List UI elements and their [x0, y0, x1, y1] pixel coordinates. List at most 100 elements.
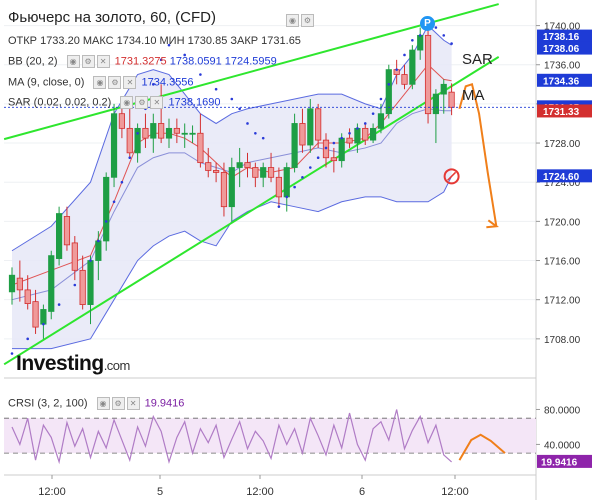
candle-body [330, 157, 337, 162]
close-icon[interactable]: ✕ [96, 55, 110, 68]
sar-dot [301, 176, 304, 179]
candle [315, 103, 322, 148]
candle-body [118, 113, 125, 129]
candle [71, 236, 78, 281]
close-icon[interactable]: ✕ [123, 76, 137, 89]
settings-icon[interactable]: ⚙ [81, 55, 95, 68]
x-tick-label: 12:00 [38, 486, 66, 498]
crsi-panel: 80.0000 40.0000 19.9416 [4, 405, 592, 468]
sar-dot [89, 259, 92, 262]
candle [260, 162, 267, 188]
title-icons[interactable]: ◉ ⚙ [286, 12, 316, 30]
visibility-icon[interactable]: ◉ [66, 55, 80, 68]
settings-icon[interactable]: ⚙ [111, 397, 125, 410]
candle-body [424, 34, 432, 115]
price-label-text: 1738.16 [543, 32, 580, 43]
candle-body [173, 127, 180, 134]
settings-icon[interactable]: ⚙ [135, 96, 149, 109]
candle-body [315, 108, 322, 141]
sar-legend: SAR (0.02, 0.02, 0.2) ◉ ⚙ ✕ 1738.1690 [8, 96, 220, 109]
y-axis: 1740.001736.001732.001728.001724.001720.… [536, 22, 592, 346]
bb-legend: BB (20, 2) ◉ ⚙ ✕ 1731.3275 1738.0591 1724.… [8, 55, 277, 68]
crsi-forecast-arrow [458, 433, 506, 461]
crsi-value: 19.9416 [144, 397, 185, 410]
candle-body [16, 277, 23, 291]
sar-dot [159, 58, 163, 62]
candle [158, 84, 165, 144]
candle [220, 162, 228, 217]
price-label: 1731.33 [537, 104, 592, 118]
bb-value-lower: 1724.5959 [224, 55, 277, 68]
sar-dot [332, 141, 336, 145]
ma-icons[interactable]: ◉ ⚙ ✕ [93, 76, 138, 89]
ohlc-readout: ОТКР 1733.20 МАКС 1734.10 МИН 1730.85 ЗА… [8, 35, 301, 47]
crsi-last-label-bg [537, 454, 592, 468]
y-tick-label: 1736.00 [544, 61, 581, 72]
candle-body [228, 167, 235, 208]
visibility-icon[interactable]: ◉ [93, 76, 107, 89]
price-label-bg [537, 73, 592, 87]
ma-label: MA (9, close, 0) [8, 76, 85, 89]
forecast-arrow [458, 83, 498, 227]
candle [48, 250, 55, 320]
bb-icons[interactable]: ◉ ⚙ ✕ [66, 55, 112, 68]
y-tick-label: 1740.00 [544, 22, 581, 33]
candle-body [87, 260, 94, 305]
price-label: 1724.60 [537, 169, 592, 183]
close-icon[interactable]: ✕ [126, 397, 140, 410]
x-tick-label: 12:00 [246, 486, 274, 498]
y-tick-label: 1728.00 [544, 139, 581, 150]
sar-dot [199, 73, 202, 76]
crsi-last-label-text: 19.9416 [541, 457, 578, 468]
candle [275, 167, 283, 207]
crsi-label: CRSI (3, 2, 100) [8, 397, 88, 410]
sar-dot [442, 34, 446, 37]
crsi-legend: CRSI (3, 2, 100) ◉ ⚙ ✕ 19.9416 [8, 397, 184, 410]
p-badge[interactable]: P [420, 16, 435, 31]
candle [165, 118, 173, 148]
visibility-icon[interactable]: ◉ [286, 14, 299, 28]
candle-body [362, 127, 369, 141]
x-tick-label: 12:00 [441, 486, 469, 498]
sar-dot [97, 239, 100, 243]
candle [330, 147, 337, 173]
sar-dot [411, 38, 414, 42]
settings-icon[interactable]: ⚙ [301, 14, 314, 28]
candle [212, 162, 220, 183]
candle-body [385, 69, 392, 115]
y-tick-label: 1716.00 [544, 257, 581, 268]
candle-body [71, 242, 78, 271]
candle [63, 206, 71, 251]
sar-icons[interactable]: ◉ ⚙ ✕ [120, 96, 165, 109]
candle-body [40, 309, 47, 325]
candle-body [220, 172, 228, 208]
price-label-text: 1731.33 [543, 107, 580, 118]
price-label: 1738.06 [537, 41, 592, 55]
sar-dot [356, 127, 359, 130]
trend-lines [3, 3, 500, 366]
candle-body [354, 127, 361, 144]
y-tick-label: 1724.00 [544, 178, 581, 189]
candle-body [103, 176, 110, 242]
logo-main: Investing [16, 352, 104, 375]
candle [424, 30, 432, 124]
crsi-icons[interactable]: ◉ ⚙ ✕ [96, 397, 142, 410]
sar-dot [450, 42, 453, 45]
parabolic-sar [10, 22, 453, 355]
crsi-tick-label: 80.0000 [544, 405, 581, 416]
visibility-icon[interactable]: ◉ [120, 96, 134, 109]
candle [252, 162, 259, 188]
sar-dot [26, 337, 30, 341]
candle [228, 157, 235, 222]
candle-body [79, 269, 86, 305]
candle [291, 113, 298, 173]
sar-dot [73, 283, 77, 287]
candle-body [283, 167, 290, 198]
close-icon[interactable]: ✕ [150, 96, 164, 109]
candle-body [291, 123, 298, 168]
candle [24, 275, 31, 310]
candle [377, 103, 385, 134]
settings-icon[interactable]: ⚙ [108, 76, 122, 89]
visibility-icon[interactable]: ◉ [96, 397, 110, 410]
candle-body [205, 162, 212, 171]
